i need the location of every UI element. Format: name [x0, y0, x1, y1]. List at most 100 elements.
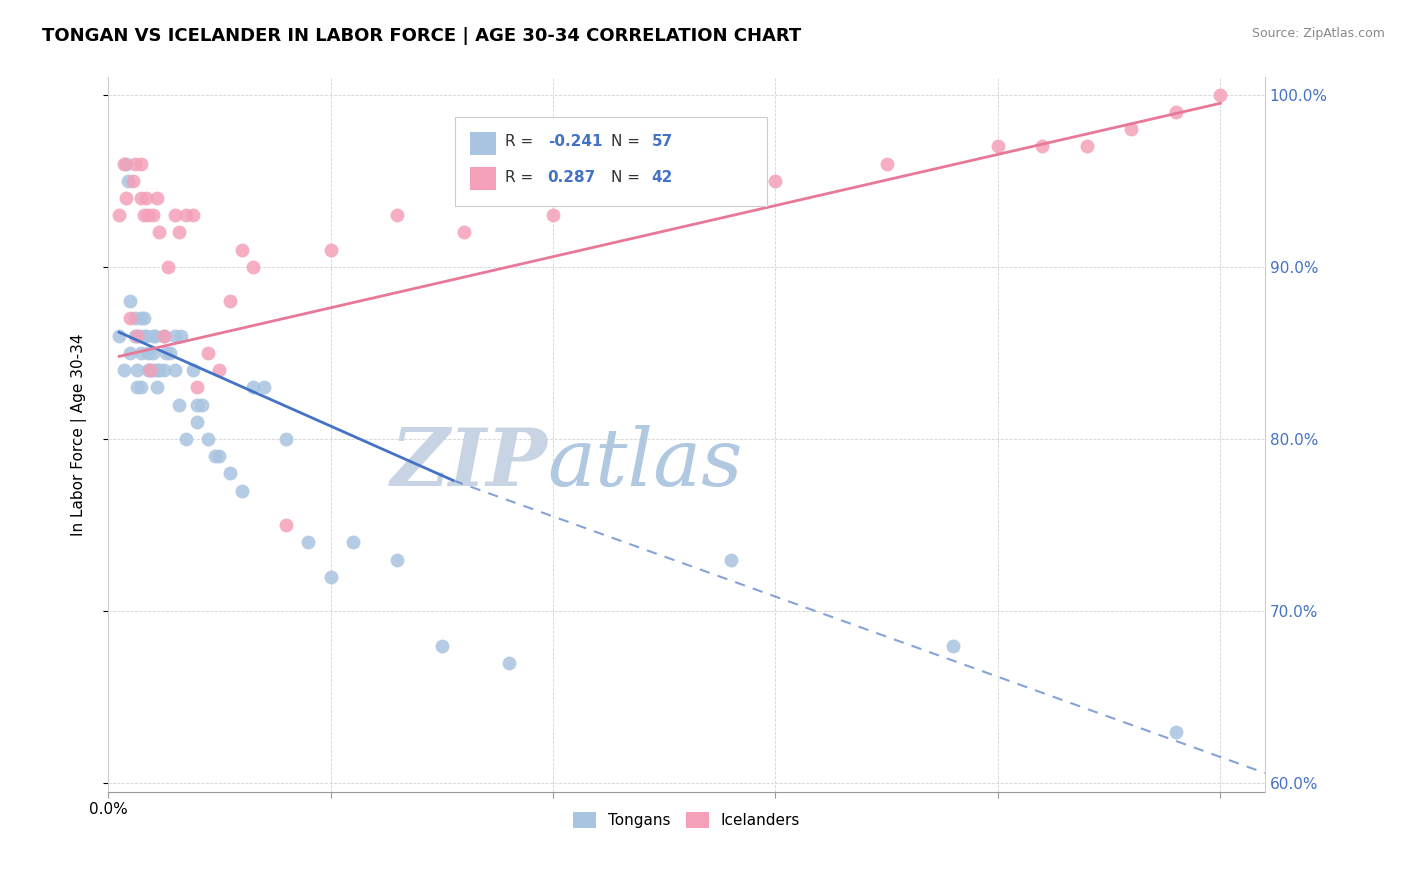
Point: [163, 208, 186, 222]
Text: 57: 57: [652, 135, 673, 149]
Text: 42: 42: [652, 170, 673, 185]
Point: [1209, 87, 1232, 102]
Point: [1076, 139, 1098, 153]
Point: [453, 226, 475, 240]
Point: [297, 535, 319, 549]
Point: [146, 191, 169, 205]
Legend: Tongans, Icelanders: Tongans, Icelanders: [567, 806, 806, 834]
Text: N =: N =: [612, 135, 645, 149]
Point: [132, 328, 155, 343]
Point: [125, 363, 148, 377]
Point: [319, 243, 342, 257]
Point: [181, 363, 204, 377]
Text: 0.287: 0.287: [548, 170, 596, 185]
Point: [124, 311, 146, 326]
Text: R =: R =: [505, 170, 538, 185]
Point: [131, 156, 153, 170]
Point: [167, 398, 190, 412]
Point: [135, 191, 157, 205]
Point: [208, 363, 231, 377]
Point: [159, 346, 181, 360]
Point: [142, 328, 165, 343]
Point: [242, 380, 264, 394]
Point: [765, 174, 787, 188]
FancyBboxPatch shape: [456, 117, 768, 206]
Point: [181, 208, 204, 222]
Point: [139, 363, 162, 377]
Point: [120, 311, 142, 326]
Point: [124, 328, 146, 343]
Point: [541, 208, 564, 222]
Point: [136, 346, 159, 360]
Text: Source: ZipAtlas.com: Source: ZipAtlas.com: [1251, 27, 1385, 40]
Point: [136, 363, 159, 377]
Point: [152, 363, 174, 377]
FancyBboxPatch shape: [470, 168, 495, 190]
Point: [115, 191, 138, 205]
Point: [120, 346, 142, 360]
Point: [186, 380, 208, 394]
Point: [124, 156, 146, 170]
Point: [987, 139, 1010, 153]
Point: [720, 552, 742, 566]
Point: [219, 467, 242, 481]
Point: [231, 243, 253, 257]
Text: atlas: atlas: [548, 425, 742, 502]
Y-axis label: In Labor Force | Age 30-34: In Labor Force | Age 30-34: [72, 334, 87, 536]
Point: [132, 208, 155, 222]
Point: [342, 535, 364, 549]
Text: R =: R =: [505, 135, 538, 149]
Text: N =: N =: [612, 170, 645, 185]
Point: [142, 346, 165, 360]
Text: ZIP: ZIP: [391, 425, 548, 502]
Point: [1164, 104, 1187, 119]
Point: [876, 156, 898, 170]
Point: [120, 294, 142, 309]
Point: [1164, 724, 1187, 739]
Point: [108, 208, 131, 222]
Point: [242, 260, 264, 274]
Point: [131, 191, 153, 205]
Point: [112, 363, 135, 377]
Point: [146, 363, 169, 377]
Point: [121, 174, 143, 188]
Point: [152, 328, 174, 343]
Point: [163, 363, 186, 377]
Point: [115, 156, 138, 170]
Point: [231, 483, 253, 498]
Point: [148, 363, 170, 377]
Point: [152, 328, 174, 343]
Point: [125, 328, 148, 343]
Point: [131, 311, 153, 326]
Point: [1121, 122, 1143, 136]
Point: [142, 363, 165, 377]
FancyBboxPatch shape: [470, 132, 495, 154]
Point: [131, 346, 153, 360]
Point: [174, 432, 197, 446]
Point: [186, 398, 208, 412]
Point: [167, 226, 190, 240]
Point: [186, 415, 208, 429]
Point: [170, 328, 193, 343]
Point: [112, 156, 135, 170]
Point: [208, 449, 231, 463]
Text: TONGAN VS ICELANDER IN LABOR FORCE | AGE 30-34 CORRELATION CHART: TONGAN VS ICELANDER IN LABOR FORCE | AGE…: [42, 27, 801, 45]
Point: [108, 328, 131, 343]
Point: [174, 208, 197, 222]
Point: [387, 552, 409, 566]
Point: [430, 639, 453, 653]
Point: [197, 346, 219, 360]
Point: [139, 363, 162, 377]
Point: [1031, 139, 1053, 153]
Text: -0.241: -0.241: [548, 135, 602, 149]
Point: [652, 191, 675, 205]
Point: [136, 208, 159, 222]
Point: [131, 380, 153, 394]
Point: [132, 311, 155, 326]
Point: [253, 380, 276, 394]
Point: [148, 226, 170, 240]
Point: [146, 380, 169, 394]
Point: [125, 380, 148, 394]
Point: [204, 449, 226, 463]
Point: [219, 294, 242, 309]
